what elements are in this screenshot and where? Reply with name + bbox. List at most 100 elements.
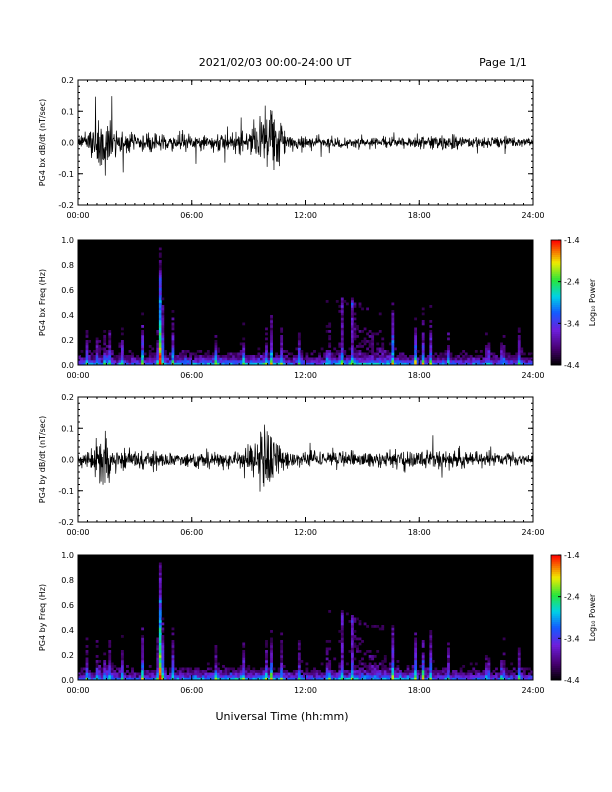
spectrogram-cell [285,360,289,363]
colorbar-segment [551,240,561,243]
spectrogram-cell [196,350,200,353]
spectrogram-cell [414,662,418,666]
colorbar-segment [551,582,561,585]
spectrogram-cell [184,362,187,366]
spectrogram-cell [406,672,410,676]
spectrogram-cell [287,352,291,356]
spectrogram-cell [429,345,433,348]
spectrogram-cell [108,350,112,353]
spectrogram-cell [161,330,165,333]
spectrogram-cell [482,675,486,678]
spectrogram-cell [487,672,491,676]
spectrogram-cell [502,335,506,338]
spectrogram-cell [90,675,94,678]
spectrogram-cell [242,675,246,678]
spectrogram-cell [391,670,395,673]
y-tick-label: 0.2 [61,393,74,402]
spectrogram-cell [462,675,466,678]
spectrogram-cell [247,360,251,363]
spectrogram-cell [351,327,354,331]
spectrogram-cell [376,362,380,366]
spectrogram-cell [138,362,142,366]
spectrogram-cell [421,360,425,363]
spectrogram-cell [141,627,145,631]
spectrogram-cell [277,360,281,363]
spectrogram-cell [376,355,380,358]
spectrogram-cell [487,347,491,351]
spectrogram-cell [464,675,468,678]
spectrogram-cell [272,675,276,678]
spectrogram-cell [391,302,395,306]
spectrogram-cell [429,662,433,666]
spectrogram-cell [209,675,213,678]
spectrogram-cell [351,625,354,628]
spectrogram-cell [421,335,425,338]
spectrogram-cell [265,360,268,363]
spectrogram-cell [158,637,162,641]
spectrogram-cell [343,350,347,353]
spectrogram-cell [439,355,443,358]
spectrogram-cell [500,362,503,366]
spectrogram-cell [351,650,354,653]
x-tick-label: 00:00 [66,528,89,537]
spectrogram-cell [171,347,175,351]
spectrogram-cell [363,677,367,681]
spectrogram-cell [141,637,145,641]
spectrogram-cell [320,360,324,363]
spectrogram-cell [335,300,339,303]
spectrogram-cell [270,652,273,656]
colorbar-segment [551,586,561,589]
spectrogram-cell [345,355,349,358]
spectrogram-cell [320,347,324,351]
spectrogram-cell [176,355,180,358]
spectrogram-cell [234,677,238,681]
spectrogram-cell [386,352,390,356]
spectrogram-cell [366,332,369,336]
spectrogram-cell [487,657,491,661]
spectrogram-cell [469,357,473,361]
spectrogram-cell [447,332,450,336]
spectrogram-cell [138,675,142,678]
spectrogram-cell [383,362,387,366]
spectrogram-cell [340,622,344,626]
spectrogram-cell [194,362,198,366]
spectrogram-cell [386,677,390,681]
colorbar-segment [551,323,561,326]
spectrogram-cell [153,675,157,678]
spectrogram-cell [517,347,521,351]
spectrogram-cell [376,667,380,671]
y-tick-label: 1.0 [61,236,74,245]
spectrogram-cell [356,650,359,653]
spectrogram-cell [353,350,357,353]
spectrogram-cell [490,352,493,356]
spectrogram-cell [189,357,193,361]
panels-group: 00:00 06:00 12:00 18:00 24:00-0.2-0.10.00.10… [38,76,597,695]
spectrogram-cell [411,665,415,668]
spectrogram-cell [406,362,410,366]
spectrogram-cell [396,667,400,671]
spectrogram-cell [85,342,89,346]
spectrogram-cell [454,360,458,363]
spectrogram-cell [131,672,134,676]
spectrogram-cell [391,665,395,668]
spectrogram-cell [527,677,531,681]
spectrogram-cell [502,675,506,678]
spectrogram-cell [131,362,134,366]
spectrogram-cell [166,360,170,363]
colorbar-segment [551,569,561,573]
spectrogram-cell [340,620,344,623]
spectrogram-cell [500,347,503,351]
spectrogram-cell [93,675,96,678]
spectrogram-cell [270,642,273,646]
spectrogram-cell [351,622,354,626]
spectrogram-cell [136,355,139,358]
spectrogram-cell [340,635,344,638]
spectrogram-cell [217,360,220,363]
spectrogram-cell [222,677,225,681]
spectrogram-cell [366,677,369,681]
spectrogram-cell [90,355,94,358]
spectrogram-cell [373,357,377,361]
spectrogram-cell [161,355,165,358]
spectrogram-cell [80,350,84,353]
spectrogram-cell [472,667,476,671]
